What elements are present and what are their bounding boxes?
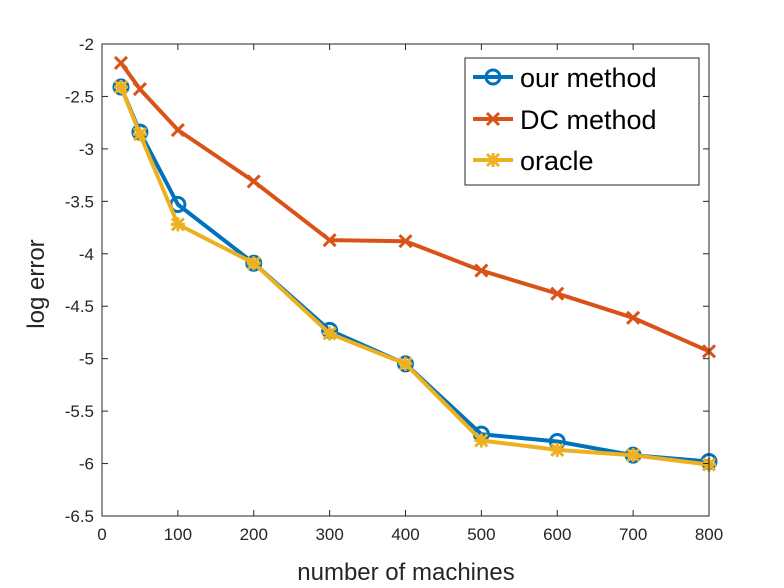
data-point-oracle [550, 442, 565, 457]
x-tick-label: 100 [164, 525, 192, 544]
x-tick-label: 600 [543, 525, 571, 544]
y-tick-label: -6.5 [65, 507, 94, 526]
legend: our method DC method oracle [464, 57, 700, 186]
legend-label-dc-method: DC method [520, 105, 657, 135]
x-tick-label: 200 [240, 525, 268, 544]
legend-box [464, 57, 700, 186]
data-point-oracle [322, 326, 337, 341]
y-tick-label: -4.5 [65, 297, 94, 316]
y-tick-label: -6 [79, 455, 94, 474]
legend-marker-dc-method [485, 111, 501, 127]
y-tick-label: -3 [79, 140, 94, 159]
data-point-oracle [626, 448, 641, 463]
data-point-dc-method [113, 55, 129, 70]
data-point-oracle [170, 217, 185, 232]
ticks-layer: 0 100 200 300 400 500 600 700 800 -6.5 -6 -5.5 -5 -4.… [65, 35, 723, 544]
x-tick-label: 500 [467, 525, 495, 544]
x-tick-label: 400 [391, 525, 419, 544]
data-point-dc-method [132, 82, 147, 97]
x-tick-label: 800 [695, 525, 723, 544]
legend-entry-our-method: our method [473, 63, 657, 93]
data-point-oracle [246, 256, 261, 271]
x-tick-label: 700 [619, 525, 647, 544]
data-point-dc-method [398, 234, 413, 249]
data-point-dc-method [322, 233, 337, 248]
data-point-oracle [132, 127, 147, 142]
series-line-oracle [119, 86, 710, 467]
y-axis-label: log error [23, 239, 50, 328]
y-tick-label: -4 [79, 245, 94, 264]
legend-marker-our-method [484, 68, 502, 86]
data-point-dc-method [626, 310, 641, 325]
x-tick-label: 0 [97, 525, 106, 544]
data-point-dc-method [170, 122, 185, 138]
y-tick-label: -3.5 [65, 192, 94, 211]
x-tick-label: 300 [315, 525, 343, 544]
data-point-oracle [113, 79, 129, 95]
data-point-dc-method [474, 263, 489, 278]
data-point-dc-method [550, 286, 565, 301]
y-tick-label: -5.5 [65, 402, 94, 421]
legend-marker-oracle [485, 152, 501, 168]
x-axis-label: number of machines [297, 559, 514, 586]
y-tick-label: -2.5 [65, 87, 94, 106]
y-tick-label: -5 [79, 350, 94, 369]
data-point-dc-method [246, 174, 261, 189]
legend-label-oracle: oracle [520, 146, 594, 176]
data-point-oracle [474, 433, 489, 448]
legend-entry-dc-method: DC method [473, 105, 657, 135]
series-layer [112, 55, 718, 472]
data-point-oracle [398, 356, 413, 371]
y-tick-label: -2 [79, 35, 94, 54]
legend-entry-oracle: oracle [473, 146, 594, 176]
legend-label-our-method: our method [520, 63, 657, 93]
series-line-dc-method [119, 61, 710, 354]
